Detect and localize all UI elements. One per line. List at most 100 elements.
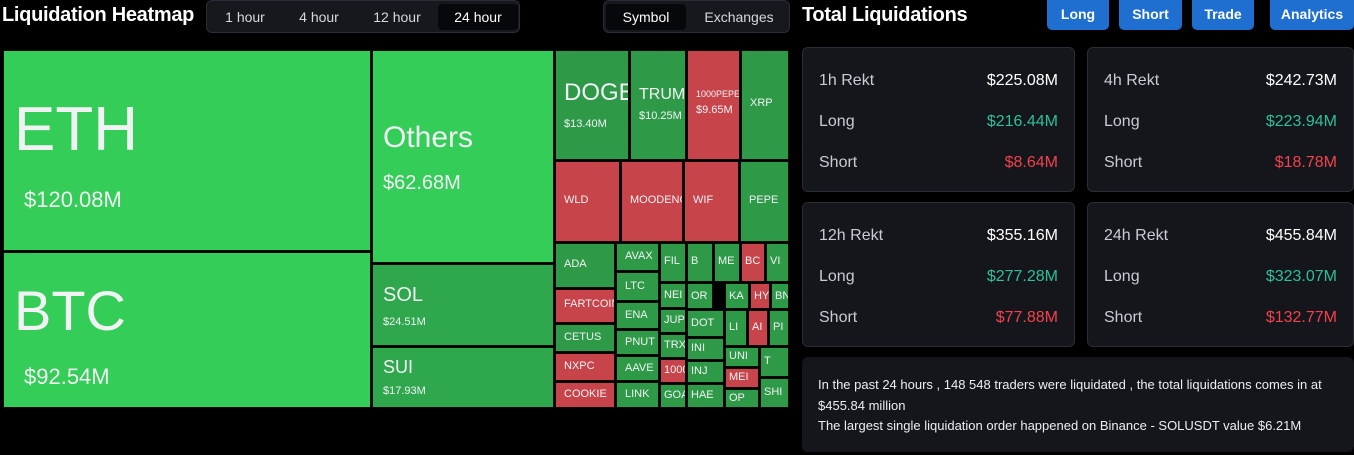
tile-value: $92.54M — [24, 364, 110, 389]
treemap-tile[interactable]: WIF — [684, 161, 739, 242]
treemap-tile[interactable]: OR — [687, 283, 713, 309]
treemap-tile[interactable]: AI — [748, 310, 768, 346]
row-value: $8.64M — [1004, 154, 1058, 171]
button[interactable]: Short — [1119, 0, 1182, 30]
tile-value: $13.40M — [564, 118, 607, 130]
tile-symbol: ADA — [564, 258, 587, 270]
treemap-tile[interactable]: GOA — [660, 384, 686, 408]
treemap-tile[interactable]: 1000 — [660, 359, 686, 383]
tile-symbol: OP — [729, 392, 745, 404]
tile-symbol: UNI — [729, 350, 748, 362]
treemap-tile[interactable]: ENA — [616, 302, 659, 329]
timeframe-tabs: 1 hour 4 hour 12 hour 24 hour — [206, 0, 520, 33]
treemap-tile[interactable]: BTC $92.54M — [3, 252, 371, 408]
treemap-tile[interactable]: FARTCOIN — [555, 289, 615, 323]
tile-symbol: BC — [745, 255, 761, 267]
tile-symbol: AI — [752, 321, 763, 333]
tab-selected[interactable]: Symbol — [606, 4, 686, 30]
row-label: Long — [819, 268, 855, 285]
treemap-tile[interactable]: B — [687, 243, 713, 282]
card-title: 12h Rekt — [819, 227, 884, 244]
treemap-tile[interactable]: ETH $120.08M — [3, 50, 371, 251]
treemap-tile[interactable]: JUP — [660, 309, 686, 333]
tile-symbol: PNUT — [625, 336, 655, 348]
tab[interactable]: 4 hour — [299, 9, 339, 25]
tile-value: $62.68M — [383, 172, 461, 194]
treemap-tile[interactable]: BC — [741, 243, 765, 282]
treemap-tile[interactable]: INJ — [687, 361, 724, 383]
tile-symbol: LTC — [625, 280, 645, 292]
treemap-tile[interactable]: COOKIE — [555, 382, 615, 408]
treemap-tile[interactable]: ADA — [555, 243, 615, 288]
summary-line: In the past 24 hours , 148 548 traders w… — [818, 377, 1322, 413]
tile-symbol: MOODENG — [630, 194, 683, 206]
treemap-tile[interactable]: TRUMP $10.25M — [630, 50, 686, 160]
tile-symbol: WLD — [564, 194, 589, 206]
card-title: 24h Rekt — [1104, 227, 1169, 244]
treemap-tile[interactable]: OP — [725, 389, 759, 408]
treemap-tile[interactable]: ME — [714, 243, 740, 282]
tile-symbol: SHI — [764, 386, 783, 398]
tile-symbol: HAE — [691, 389, 714, 401]
stat-card: 24h Rekt $455.84M Long $323.07M Short $132.77… — [1087, 202, 1354, 347]
treemap-tile[interactable]: AVAX — [616, 243, 659, 271]
row-label: Long — [819, 113, 855, 130]
tile-symbol: BTC — [14, 279, 126, 342]
heatmap-title: Liquidation Heatmap — [2, 4, 195, 26]
treemap-tile[interactable]: SOL $24.51M — [372, 264, 554, 346]
tile-symbol: 1000PEPE — [696, 89, 740, 99]
tab[interactable]: 1 hour — [225, 9, 265, 25]
treemap-tile[interactable]: HY — [750, 283, 770, 309]
treemap-tile[interactable]: SHI — [760, 378, 789, 408]
treemap-tile[interactable]: T — [760, 347, 789, 377]
tile-symbol: JUP — [664, 314, 685, 326]
treemap-tile[interactable]: WLD — [555, 161, 620, 242]
treemap-tile[interactable]: KA — [725, 283, 749, 309]
tile-symbol: BN — [775, 290, 789, 302]
treemap-tile[interactable]: TRX — [660, 334, 686, 358]
button[interactable]: Analytics — [1270, 0, 1354, 30]
tile-symbol: DOGE — [564, 79, 629, 106]
treemap-tile[interactable]: Others $62.68M — [372, 50, 554, 263]
card-title: 4h Rekt — [1104, 72, 1160, 89]
treemap-tile[interactable]: LTC — [616, 272, 659, 301]
treemap-tile[interactable]: DOGE $13.40M — [555, 50, 629, 160]
tile-symbol: LI — [729, 321, 739, 333]
tile-symbol: TRUMP — [639, 86, 686, 103]
treemap-tile[interactable]: UNI — [725, 347, 759, 367]
tab[interactable]: Exchanges — [704, 9, 774, 25]
treemap-tile[interactable]: MEI — [725, 368, 759, 388]
tile-value: $10.25M — [639, 110, 682, 122]
treemap-tile[interactable]: INI — [687, 338, 724, 360]
treemap-tile[interactable]: SUI $17.93M — [372, 347, 554, 408]
stat-card: 1h Rekt $225.08M Long $216.44M Short $8.64M — [802, 47, 1075, 192]
treemap-tile[interactable]: NEI — [660, 283, 686, 308]
treemap-tile[interactable]: XRP — [741, 50, 789, 160]
treemap-tile[interactable]: LINK — [616, 382, 659, 408]
treemap-tile[interactable]: PI — [769, 310, 789, 346]
tab[interactable]: 12 hour — [373, 9, 421, 25]
button[interactable]: Long — [1047, 0, 1109, 30]
tile-symbol: DOT — [691, 317, 715, 329]
treemap-tile[interactable]: LI — [725, 310, 747, 346]
treemap-tile[interactable]: VI — [766, 243, 789, 282]
treemap-tile[interactable]: BN — [771, 283, 789, 309]
tile-symbol: VI — [770, 255, 781, 267]
button[interactable]: Trade — [1192, 0, 1254, 30]
tab-selected[interactable]: 24 hour — [438, 4, 518, 30]
treemap-tile[interactable]: 1000PEPE $9.65M — [687, 50, 740, 160]
treemap-tile[interactable]: NXPC — [555, 353, 615, 381]
row-value: $77.88M — [995, 309, 1058, 326]
treemap-tile[interactable]: CETUS — [555, 324, 615, 352]
treemap-tile[interactable]: MOODENG — [621, 161, 683, 242]
row-value: $323.07M — [1265, 268, 1337, 285]
treemap-tile[interactable]: DOT — [687, 310, 724, 337]
treemap-tile[interactable]: FIL — [660, 243, 686, 282]
tile-symbol: ENA — [625, 309, 648, 321]
tile-symbol: OR — [691, 290, 708, 302]
treemap-tile[interactable]: AAVE — [616, 356, 659, 381]
treemap-tile[interactable]: PEPE — [740, 161, 789, 242]
treemap-tile[interactable]: HAE — [687, 384, 724, 408]
treemap-tile[interactable]: PNUT — [616, 330, 659, 355]
row-value: $277.28M — [986, 268, 1058, 285]
